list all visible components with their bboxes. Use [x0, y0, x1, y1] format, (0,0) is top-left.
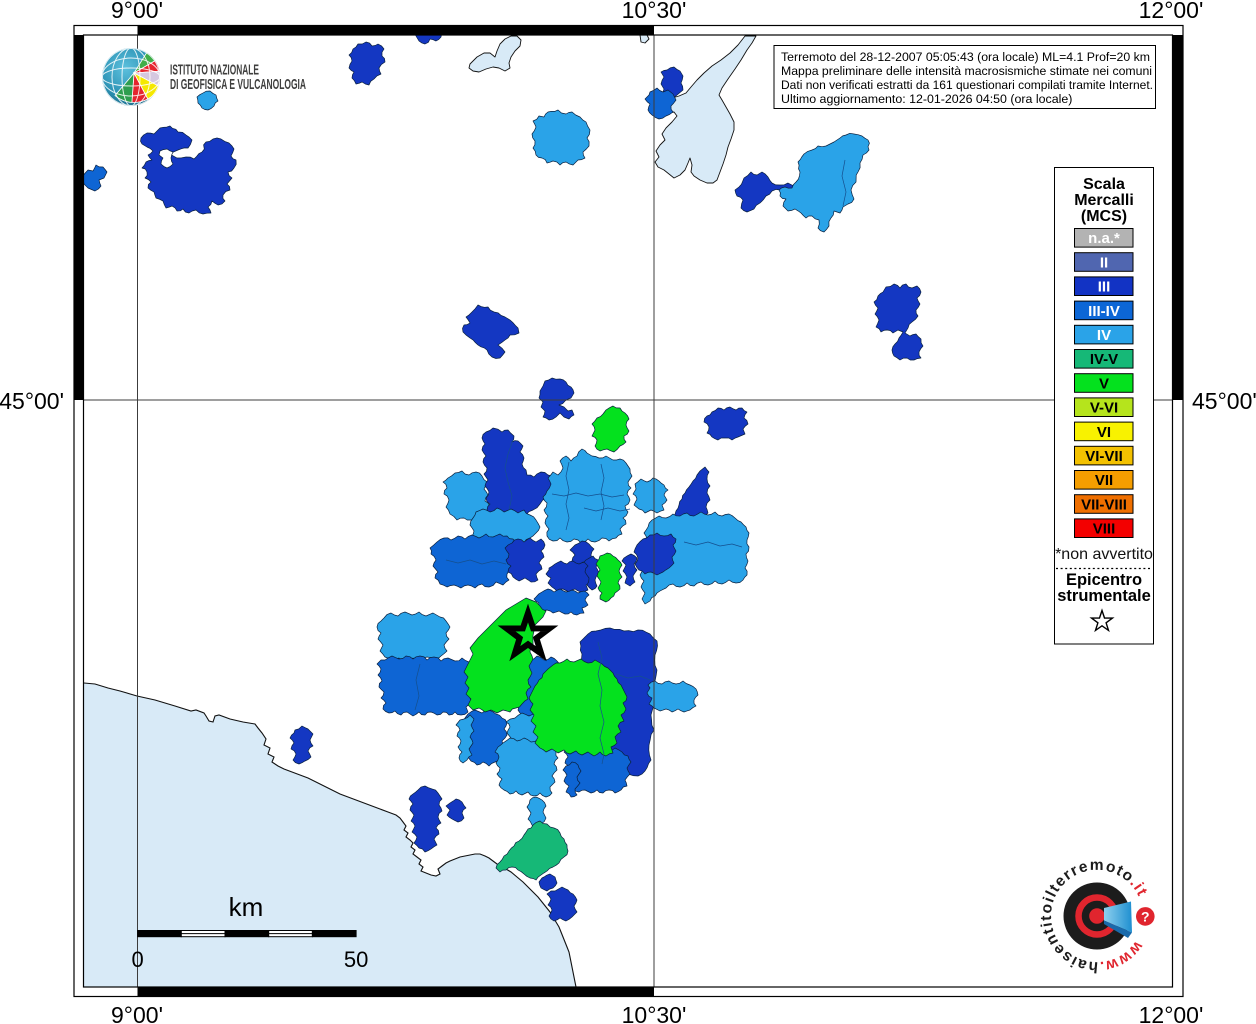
svg-text:Epicentro: Epicentro [1066, 571, 1142, 589]
svg-text:III: III [1098, 279, 1111, 296]
svg-text:n.a.*: n.a.* [1088, 230, 1120, 247]
svg-text:9°00': 9°00' [111, 1002, 163, 1024]
svg-text:strumentale: strumentale [1057, 587, 1151, 605]
svg-text:45°00': 45°00' [1192, 388, 1256, 414]
svg-text:VII: VII [1095, 472, 1113, 489]
svg-text:IV-V: IV-V [1090, 351, 1118, 368]
svg-text:VIII: VIII [1093, 521, 1116, 538]
svg-text:12°00': 12°00' [1139, 0, 1204, 23]
svg-text:III-IV: III-IV [1088, 303, 1120, 320]
svg-text:Mappa preliminare delle intens: Mappa preliminare delle intensità macros… [781, 64, 1152, 78]
svg-text:50: 50 [344, 947, 368, 972]
svg-text:Terremoto del 28-12-2007 05:05: Terremoto del 28-12-2007 05:05:43 (ora l… [781, 50, 1150, 64]
svg-text:km: km [229, 892, 264, 922]
svg-text:Ultimo aggiornamento: 12-01-20: Ultimo aggiornamento: 12-01-2026 04:50 (… [781, 92, 1072, 106]
svg-text:Dati non verificati estratti d: Dati non verificati estratti da 161 ques… [781, 78, 1153, 92]
svg-text:V: V [1099, 375, 1109, 392]
svg-text:?: ? [1141, 909, 1150, 925]
svg-text:Mercalli: Mercalli [1074, 192, 1134, 209]
svg-text:DI GEOFISICA E VULCANOLOGIA: DI GEOFISICA E VULCANOLOGIA [170, 76, 306, 93]
svg-text:VII-VIII: VII-VIII [1081, 496, 1127, 513]
svg-text:45°00': 45°00' [0, 388, 64, 414]
svg-text:*non avvertito: *non avvertito [1055, 546, 1153, 563]
svg-text:IV: IV [1097, 327, 1111, 344]
svg-text:ISTITUTO NAZIONALE: ISTITUTO NAZIONALE [170, 62, 259, 79]
svg-text:(MCS): (MCS) [1081, 208, 1127, 225]
svg-text:VI-VII: VI-VII [1085, 448, 1123, 465]
svg-text:II: II [1100, 254, 1108, 271]
svg-text:V-VI: V-VI [1090, 400, 1118, 417]
svg-text:Scala: Scala [1083, 176, 1125, 193]
svg-text:9°00': 9°00' [111, 0, 163, 23]
svg-text:0: 0 [131, 947, 143, 972]
svg-text:12°00': 12°00' [1139, 1002, 1204, 1024]
svg-text:10°30': 10°30' [622, 1002, 687, 1024]
svg-text:VI: VI [1097, 424, 1111, 441]
svg-text:10°30': 10°30' [622, 0, 687, 23]
